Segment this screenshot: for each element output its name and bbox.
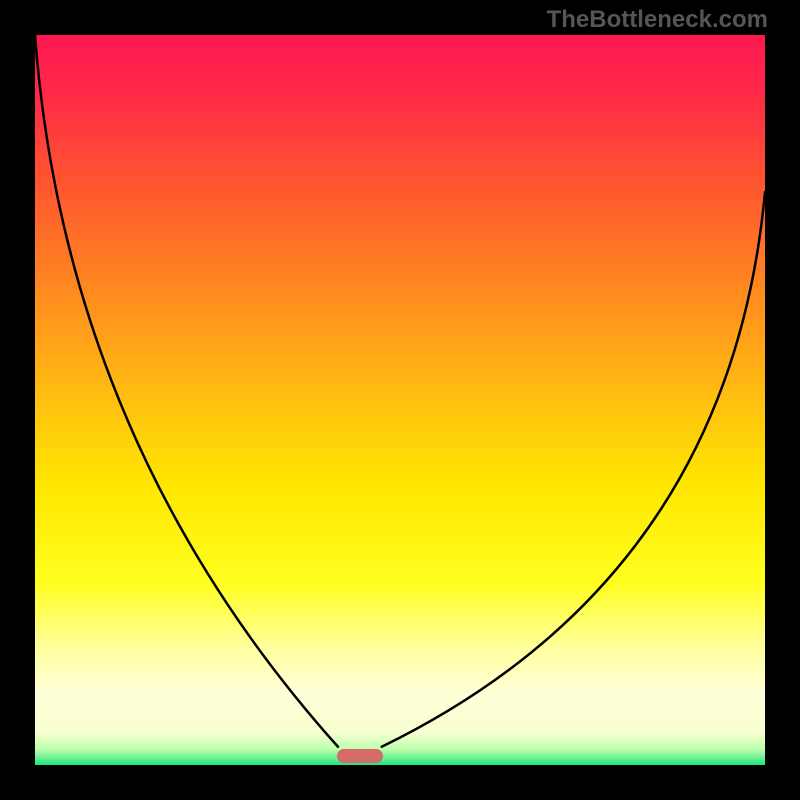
watermark-text: TheBottleneck.com [547, 6, 768, 34]
bottleneck-curve [0, 0, 800, 800]
chart-container: TheBottleneck.com [0, 0, 800, 800]
optimal-marker [337, 749, 383, 763]
